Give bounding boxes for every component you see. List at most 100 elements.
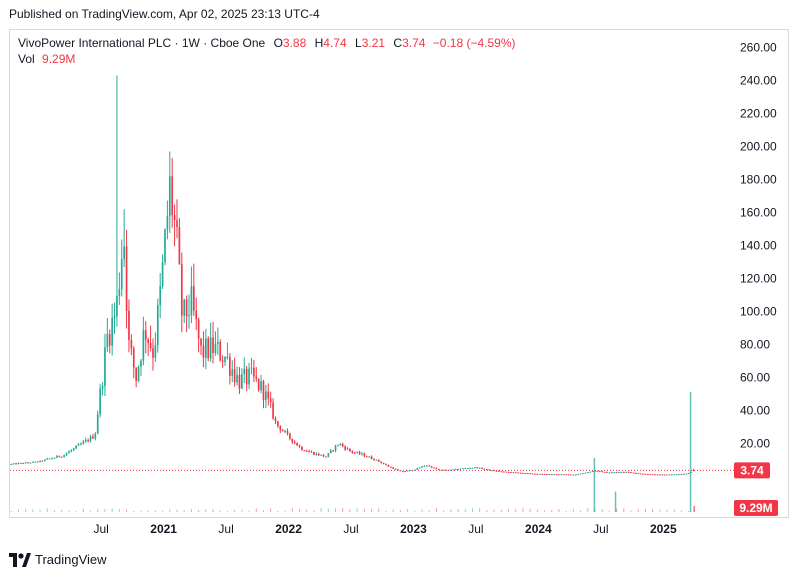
candle-body[interactable] [298, 445, 301, 447]
candle-body[interactable] [80, 443, 82, 445]
candle-body[interactable] [529, 473, 531, 475]
candle-body[interactable] [632, 472, 635, 474]
candle-body[interactable] [317, 453, 320, 456]
candle-body[interactable] [17, 463, 20, 465]
candle-body[interactable] [92, 436, 94, 439]
candle-body[interactable] [156, 305, 159, 346]
candle-body[interactable] [346, 448, 349, 450]
candle-body[interactable] [94, 433, 97, 439]
candle-body[interactable] [437, 469, 440, 471]
candle-body[interactable] [618, 472, 620, 474]
candle-body[interactable] [89, 436, 92, 442]
candle-body[interactable] [450, 469, 452, 471]
candle-body[interactable] [327, 453, 330, 457]
candle-body[interactable] [522, 472, 524, 474]
candle-body[interactable] [68, 451, 70, 454]
candle-body[interactable] [392, 467, 395, 469]
candle-body[interactable] [498, 470, 500, 472]
candle-body[interactable] [29, 462, 32, 464]
candle-body[interactable] [380, 461, 383, 464]
candle-body[interactable] [692, 470, 695, 472]
candle-body[interactable] [255, 376, 258, 379]
candle-body[interactable] [651, 474, 654, 476]
candle-body[interactable] [394, 468, 397, 470]
candle-body[interactable] [671, 474, 673, 476]
candle-body[interactable] [680, 474, 683, 476]
candle-body[interactable] [166, 216, 169, 230]
candle-body[interactable] [413, 469, 416, 471]
candle-body[interactable] [365, 456, 368, 458]
candle-body[interactable] [344, 446, 346, 450]
candle-body[interactable] [577, 474, 580, 476]
candle-body[interactable] [267, 391, 270, 399]
candle-body[interactable] [322, 454, 325, 457]
candle-body[interactable] [433, 467, 435, 469]
candle-body[interactable] [421, 466, 423, 468]
candle-body[interactable] [454, 468, 457, 470]
candle-body[interactable] [183, 299, 186, 316]
candle-body[interactable] [512, 472, 515, 474]
candle-body[interactable] [637, 473, 640, 475]
candle-body[interactable] [236, 374, 238, 383]
candle-body[interactable] [96, 414, 99, 434]
candle-body[interactable] [452, 469, 455, 471]
candle-body[interactable] [281, 430, 284, 432]
candle-body[interactable] [111, 317, 113, 346]
candle-body[interactable] [229, 356, 231, 376]
candle-body[interactable] [257, 378, 260, 391]
candle-body[interactable] [241, 374, 243, 389]
candle-body[interactable] [642, 473, 644, 475]
candle-body[interactable] [579, 473, 582, 475]
candle-body[interactable] [483, 468, 486, 470]
candle-body[interactable] [404, 471, 407, 473]
candle-body[interactable] [377, 459, 380, 462]
candle-body[interactable] [358, 452, 361, 455]
candle-body[interactable] [620, 471, 623, 473]
candle-body[interactable] [536, 473, 539, 475]
candle-body[interactable] [416, 468, 419, 470]
candle-body[interactable] [130, 339, 133, 349]
candle-body[interactable] [466, 468, 469, 470]
candle-body[interactable] [238, 374, 241, 389]
candle-body[interactable] [12, 463, 15, 465]
candle-body[interactable] [313, 452, 315, 455]
candle-body[interactable] [596, 470, 599, 472]
candle-body[interactable] [180, 263, 183, 316]
candle-body[interactable] [118, 289, 121, 297]
candle-body[interactable] [524, 473, 527, 475]
candle-body[interactable] [144, 330, 147, 340]
candle-body[interactable] [361, 453, 363, 455]
candle-body[interactable] [159, 286, 162, 306]
candle-body[interactable] [140, 360, 142, 367]
tradingview-brand[interactable]: TradingView [9, 552, 107, 567]
candle-body[interactable] [495, 470, 498, 472]
candle-body[interactable] [683, 473, 685, 475]
candle-body[interactable] [351, 451, 354, 453]
candle-body[interactable] [142, 330, 145, 361]
candle-body[interactable] [301, 446, 303, 451]
candle-body[interactable] [462, 468, 464, 470]
candle-body[interactable] [269, 398, 272, 403]
candle-body[interactable] [303, 450, 306, 452]
candle-body[interactable] [654, 474, 656, 476]
candle-body[interactable] [560, 474, 563, 476]
candle-body[interactable] [646, 474, 649, 476]
candle-body[interactable] [332, 450, 334, 452]
candle-body[interactable] [233, 369, 236, 383]
candle-body[interactable] [341, 444, 344, 447]
candle-body[interactable] [474, 467, 476, 469]
candle-body[interactable] [188, 314, 190, 317]
candle-body[interactable] [337, 444, 339, 446]
candle-body[interactable] [289, 433, 291, 439]
candle-body[interactable] [397, 469, 399, 471]
candle-body[interactable] [325, 456, 327, 458]
candle-body[interactable] [22, 462, 25, 464]
candle-body[interactable] [132, 348, 135, 368]
candle-body[interactable] [387, 465, 390, 467]
candle-body[interactable] [601, 471, 604, 473]
candle-body[interactable] [82, 441, 85, 444]
candle-body[interactable] [10, 463, 13, 465]
candle-body[interactable] [173, 215, 176, 221]
candle-body[interactable] [591, 471, 594, 473]
candle-body[interactable] [510, 472, 512, 474]
